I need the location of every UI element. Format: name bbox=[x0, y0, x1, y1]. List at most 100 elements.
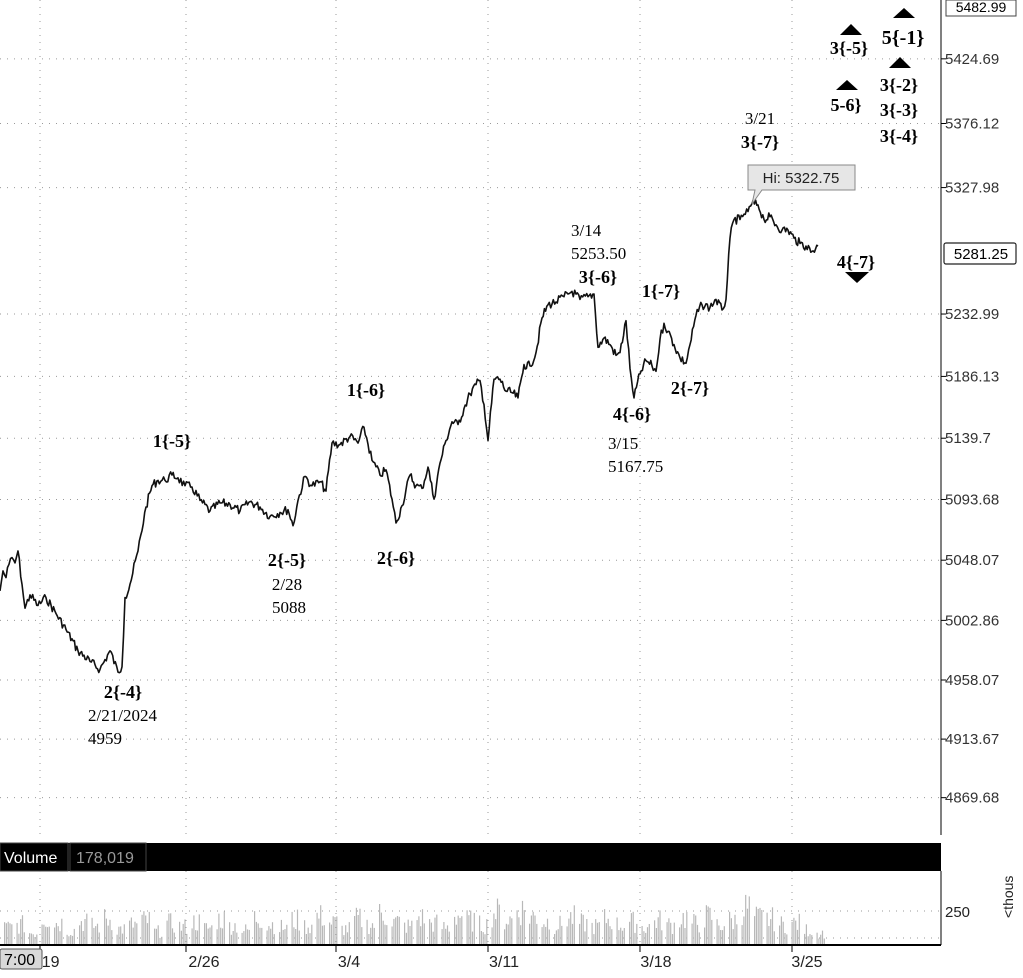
volume-bar bbox=[20, 919, 22, 945]
volume-bar bbox=[395, 917, 397, 945]
volume-bar bbox=[643, 931, 645, 945]
volume-bar bbox=[786, 934, 788, 945]
y-tick-label: 5232.99 bbox=[945, 306, 999, 323]
volume-bar bbox=[809, 934, 811, 945]
volume-bar bbox=[536, 923, 538, 945]
volume-bar bbox=[636, 923, 638, 945]
volume-bar bbox=[384, 924, 386, 945]
volume-bar bbox=[709, 907, 711, 945]
volume-bar bbox=[745, 894, 747, 945]
volume-bar bbox=[586, 919, 588, 945]
top-price-box bbox=[945, 0, 1017, 17]
x-tick-label: 3/25 bbox=[791, 954, 822, 971]
x-tick-label: 3/18 bbox=[640, 954, 671, 971]
volume-bar bbox=[661, 930, 663, 945]
volume-bar bbox=[573, 905, 575, 945]
volume-bar bbox=[521, 900, 524, 945]
volume-bar bbox=[484, 934, 486, 945]
price-axis[interactable]: 5424.69 5376.12 5327.98 5232.99 5186.13 5139.… bbox=[941, 51, 999, 807]
volume-bar bbox=[654, 920, 656, 945]
volume-bar bbox=[45, 926, 47, 945]
volume-bar bbox=[611, 929, 613, 945]
volume-bar bbox=[309, 933, 311, 945]
volume-bar bbox=[648, 924, 650, 945]
volume-bar bbox=[396, 916, 399, 945]
volume-bar bbox=[695, 915, 697, 945]
volume-bar bbox=[718, 925, 720, 945]
volume-bar bbox=[791, 921, 793, 945]
volume-bar bbox=[298, 930, 300, 945]
volume-bar bbox=[171, 928, 174, 945]
volume-bar bbox=[30, 933, 32, 945]
volume-bar bbox=[280, 919, 282, 945]
volume-bar bbox=[668, 918, 670, 945]
volume-bar bbox=[105, 918, 107, 945]
volume-bar bbox=[345, 925, 347, 945]
wave-price-2m4: 4959 bbox=[88, 729, 122, 748]
volume-bar bbox=[82, 931, 84, 945]
volume-bar bbox=[673, 922, 675, 945]
volume-bar bbox=[154, 928, 156, 945]
wave-label-3m3: 3{-3} bbox=[880, 100, 918, 120]
volume-bar bbox=[720, 930, 722, 945]
volume-bar bbox=[370, 927, 372, 945]
volume-bar bbox=[554, 934, 556, 945]
volume-bar bbox=[534, 915, 536, 945]
wave-label-2m4: 2{-4} bbox=[104, 682, 142, 702]
volume-bar bbox=[241, 932, 243, 945]
volume-bar bbox=[548, 929, 550, 945]
volume-bar bbox=[66, 934, 68, 945]
up-triangle-icon bbox=[889, 57, 911, 68]
volume-bar bbox=[198, 914, 200, 945]
volume-bar bbox=[743, 916, 745, 945]
wave-label-3m6: 3{-6} bbox=[579, 267, 617, 287]
volume-bar bbox=[34, 937, 36, 945]
x-tick-label: 2/26 bbox=[188, 954, 219, 971]
volume-bar bbox=[430, 922, 432, 945]
last-price-box bbox=[943, 242, 1017, 265]
volume-bar bbox=[580, 913, 582, 945]
y-tick-label: 5186.13 bbox=[945, 368, 999, 385]
volume-bar bbox=[73, 928, 75, 945]
volume-bar bbox=[157, 925, 159, 945]
volume-bar bbox=[761, 910, 763, 945]
volume-bar bbox=[698, 932, 700, 945]
volume-bar bbox=[591, 922, 593, 945]
volume-bar bbox=[193, 915, 195, 945]
last-price-label: 5281.25 bbox=[954, 246, 1008, 263]
volume-bar bbox=[755, 906, 757, 945]
wave-label-2m5: 2{-5} bbox=[268, 550, 306, 570]
wave-label-3m5: 3{-5} bbox=[830, 38, 868, 58]
volume-bar bbox=[386, 925, 388, 945]
volume-bar bbox=[432, 931, 434, 945]
wave-label-1m7: 1{-7} bbox=[642, 281, 680, 301]
volume-bar bbox=[121, 933, 124, 945]
volume-bar bbox=[461, 916, 463, 945]
volume-bar bbox=[405, 932, 407, 945]
volume-bar bbox=[221, 928, 224, 945]
volume-bar bbox=[361, 927, 363, 945]
pane-separator bbox=[0, 835, 1023, 843]
volume-bar bbox=[55, 923, 57, 945]
volume-bar bbox=[620, 927, 622, 945]
wave-date-4m6: 3/15 bbox=[608, 434, 638, 453]
volume-bar bbox=[632, 911, 634, 945]
time-axis[interactable]: 2/19 2/26 3/4 3/11 3/18 3/25 bbox=[28, 945, 823, 971]
volume-bar bbox=[46, 927, 49, 945]
volume-bar bbox=[86, 913, 88, 945]
volume-bar bbox=[32, 934, 34, 945]
x-tick-label: 3/4 bbox=[338, 954, 360, 971]
volume-bar bbox=[454, 916, 456, 945]
volume-bar bbox=[170, 913, 172, 945]
volume-bar bbox=[346, 932, 349, 945]
volume-bar bbox=[391, 926, 393, 945]
volume-bar bbox=[516, 910, 518, 945]
volume-bar bbox=[236, 932, 238, 945]
volume-bar bbox=[559, 915, 561, 945]
volume-bar bbox=[70, 935, 72, 945]
volume-bar bbox=[109, 919, 111, 945]
volume-bar bbox=[304, 920, 306, 945]
volume-bar bbox=[748, 896, 750, 945]
volume-bar bbox=[418, 916, 420, 945]
